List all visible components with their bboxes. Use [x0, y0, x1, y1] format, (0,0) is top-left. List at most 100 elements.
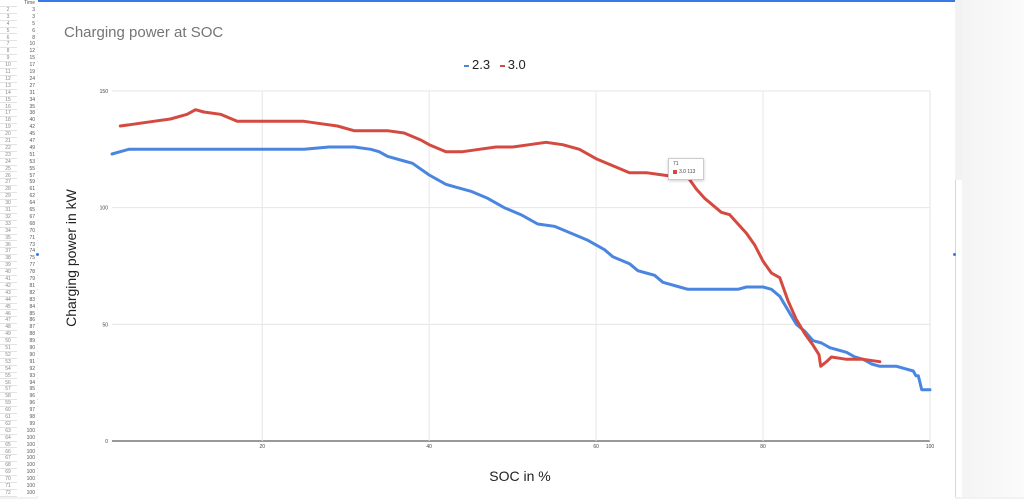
sheet-row-index[interactable]: 29 — [5, 193, 11, 200]
sheet-row-index[interactable]: 4 — [6, 20, 10, 27]
sheet-cell[interactable]: 64 — [17, 200, 37, 207]
sheet-cell[interactable]: 77 — [17, 262, 37, 270]
sheet-row[interactable]: 13 27 — [0, 82, 38, 90]
sheet-row[interactable]: 29 62 — [0, 193, 38, 201]
sheet-row[interactable]: 28 61 — [0, 186, 38, 194]
sheet-cell[interactable]: 6 — [17, 27, 37, 35]
sheet-row-index[interactable]: 23 — [5, 151, 11, 158]
sheet-row-index[interactable]: 20 — [5, 131, 11, 138]
sheet-cell[interactable]: 99 — [17, 420, 37, 428]
sheet-row-index[interactable]: 45 — [5, 303, 11, 310]
sheet-row[interactable]: 34 70 — [0, 227, 38, 235]
sheet-row-index[interactable]: 25 — [5, 165, 11, 172]
sheet-row[interactable]: 16 35 — [0, 103, 38, 111]
resize-handle-left[interactable] — [36, 253, 39, 256]
sheet-row[interactable]: 55 93 — [0, 372, 38, 380]
sheet-cell[interactable]: 87 — [17, 324, 37, 332]
sheet-row-index[interactable]: 19 — [5, 124, 11, 131]
sheet-cell[interactable]: 34 — [17, 96, 37, 104]
sheet-row-index[interactable]: 40 — [5, 269, 11, 276]
sheet-cell[interactable]: 100 — [17, 427, 37, 435]
sheet-row[interactable]: 64 100 — [0, 434, 38, 442]
sheet-row[interactable]: 37 74 — [0, 248, 38, 256]
sheet-row[interactable]: 12 24 — [0, 75, 38, 83]
sheet-cell[interactable]: 49 — [17, 144, 37, 152]
sheet-row[interactable]: 44 83 — [0, 296, 38, 304]
sheet-row[interactable]: 19 42 — [0, 124, 38, 132]
sheet-row[interactable]: 65 100 — [0, 441, 38, 449]
sheet-cell[interactable]: 62 — [17, 193, 37, 201]
sheet-cell[interactable]: 90 — [17, 345, 37, 352]
sheet-row-index[interactable]: 22 — [5, 144, 11, 151]
sheet-row-index[interactable]: 71 — [5, 483, 11, 489]
sheet-row-index[interactable]: 33 — [5, 220, 11, 227]
sheet-row[interactable]: 41 79 — [0, 276, 38, 283]
sheet-cell[interactable]: 100 — [17, 489, 37, 497]
sheet-row[interactable]: 11 19 — [0, 69, 38, 76]
sheet-row-index[interactable]: 47 — [5, 317, 11, 324]
sheet-cell[interactable]: 90 — [17, 351, 37, 359]
sheet-cell[interactable]: 31 — [17, 89, 37, 97]
sheet-row[interactable]: 17 38 — [0, 110, 38, 118]
sheet-row[interactable]: 67 100 — [0, 455, 38, 463]
sheet-row-index[interactable]: 3 — [6, 13, 10, 20]
sheet-row-index[interactable]: 14 — [5, 89, 11, 96]
sheet-cell[interactable]: 61 — [17, 186, 37, 194]
sheet-row[interactable]: 25 55 — [0, 165, 38, 173]
sheet-row-index[interactable]: 10 — [5, 62, 11, 69]
sheet-row[interactable]: 57 95 — [0, 386, 38, 394]
sheet-row[interactable]: 33 68 — [0, 220, 38, 228]
sheet-cell[interactable]: 81 — [17, 282, 37, 290]
sheet-row-index[interactable]: 55 — [5, 372, 11, 379]
sheet-row[interactable]: 30 64 — [0, 200, 38, 207]
sheet-row[interactable]: 71 100 — [0, 483, 38, 490]
sheet-cell[interactable]: 86 — [17, 317, 37, 325]
sheet-row[interactable]: 43 82 — [0, 289, 38, 297]
sheet-row[interactable]: 14 31 — [0, 89, 38, 97]
sheet-row-index[interactable]: 35 — [5, 234, 11, 241]
sheet-row-index[interactable]: 49 — [5, 331, 11, 338]
sheet-cell[interactable]: 100 — [17, 434, 37, 442]
sheet-row-index[interactable]: 36 — [5, 241, 11, 248]
sheet-row[interactable]: 59 96 — [0, 400, 38, 408]
sheet-row[interactable]: 50 89 — [0, 338, 38, 345]
sheet-row-index[interactable]: 53 — [5, 358, 11, 365]
sheet-row[interactable]: 42 81 — [0, 282, 38, 290]
sheet-cell[interactable]: 100 — [17, 462, 37, 470]
sheet-cell[interactable]: 85 — [17, 310, 37, 318]
sheet-cell[interactable]: 73 — [17, 241, 37, 249]
sheet-row[interactable]: 18 40 — [0, 117, 38, 125]
series-line-2-3[interactable] — [110, 145, 932, 392]
sheet-row-index[interactable]: 41 — [5, 276, 11, 282]
resize-handle-top[interactable] — [495, 0, 498, 2]
sheet-cell[interactable]: 5 — [17, 20, 37, 28]
sheet-cell[interactable]: 82 — [17, 289, 37, 297]
sheet-row[interactable]: 40 78 — [0, 269, 38, 276]
sheet-cell[interactable]: 88 — [17, 331, 37, 339]
sheet-cell[interactable]: 42 — [17, 124, 37, 132]
sheet-cell[interactable]: 91 — [17, 358, 37, 366]
sheet-cell[interactable]: 100 — [17, 448, 37, 456]
sheet-row[interactable]: 7 10 — [0, 41, 38, 49]
sheet-row-index[interactable]: 48 — [5, 324, 11, 331]
sheet-row[interactable]: 20 45 — [0, 131, 38, 138]
sheet-cell[interactable]: 92 — [17, 365, 37, 373]
sheet-row-index[interactable]: 51 — [5, 345, 11, 351]
sheet-row-index[interactable]: 15 — [5, 96, 11, 103]
sheet-row-index[interactable]: 72 — [5, 489, 11, 496]
sheet-row[interactable]: 58 96 — [0, 393, 38, 401]
sheet-row-index[interactable]: 60 — [5, 407, 11, 414]
sheet-row[interactable]: 54 92 — [0, 365, 38, 373]
sheet-row-index[interactable]: 39 — [5, 262, 11, 269]
sheet-cell[interactable]: 59 — [17, 179, 37, 187]
sheet-row[interactable]: 46 85 — [0, 310, 38, 318]
sheet-row-index[interactable]: 37 — [5, 248, 11, 255]
sheet-row[interactable]: 47 86 — [0, 317, 38, 325]
sheet-row-index[interactable]: 62 — [5, 420, 11, 427]
sheet-row[interactable]: 45 84 — [0, 303, 38, 311]
sheet-cell[interactable]: 100 — [17, 441, 37, 449]
right-scrollbar[interactable] — [955, 180, 963, 497]
